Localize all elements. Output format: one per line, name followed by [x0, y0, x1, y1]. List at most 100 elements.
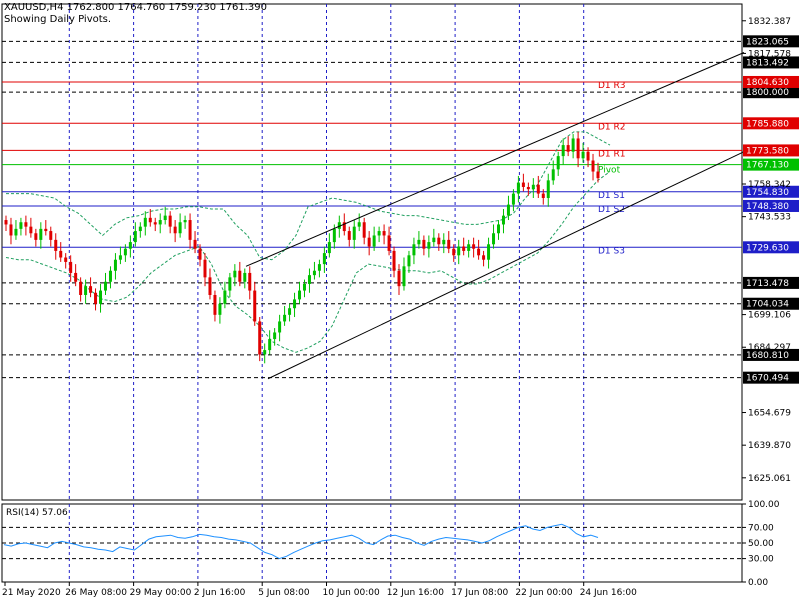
pivot-price-label: 1754.830 [746, 188, 789, 198]
time-tick-label: 2 Jun 16:00 [194, 588, 246, 598]
candle-bull [501, 215, 505, 225]
rsi-tick-label: 0.00 [748, 578, 768, 588]
candle-bear [387, 235, 391, 251]
level-price-label: 1670.494 [746, 374, 789, 384]
rsi-indicator: 100.00 70.00 50.00 30.00 0.00 RSI(14) 57.06 [2, 500, 780, 588]
time-tick-label: 26 May 08:00 [65, 588, 127, 598]
candle-bear [347, 231, 351, 240]
price-tick-label: 1743.533 [748, 213, 791, 223]
candle-bull [497, 224, 501, 234]
candle-bear [526, 186, 530, 190]
candle-bear [168, 215, 172, 227]
pivot-name-label: D1 R1 [598, 149, 626, 159]
candle-bull [442, 239, 446, 245]
time-tick-label: 10 Jun 00:00 [323, 588, 380, 598]
candle-bull [283, 314, 287, 322]
pivot-price-box [743, 241, 799, 254]
candle-bull [432, 237, 436, 243]
candle-bull [84, 286, 88, 295]
pivot-levels: D1 R3 D1 R2 D1 R1 Pivot D1 S1 D1 S2 D1 S3 [2, 40, 742, 379]
candle-bull [372, 235, 376, 247]
rsi-tick-label: 30.00 [748, 555, 774, 565]
candle-bear [422, 239, 426, 249]
candle-bear [541, 193, 545, 198]
channel-lower-line [267, 151, 745, 380]
candle-bear [94, 292, 98, 304]
candle-bear [447, 239, 451, 249]
pivot-price-box [743, 144, 799, 157]
candle-bull [352, 226, 356, 240]
candle-bear [4, 220, 8, 225]
candle-bear [54, 239, 58, 251]
candle-bear [188, 220, 192, 240]
candle-bear [89, 286, 93, 293]
candle-bear [591, 160, 595, 172]
candle-bull [407, 255, 411, 267]
candle-bull [183, 220, 187, 223]
candle-bull [332, 228, 336, 243]
candle-bear [49, 231, 53, 240]
candle-bear [536, 184, 540, 194]
candle-bull [417, 239, 421, 245]
trend-channel [245, 52, 745, 380]
candle-bull [322, 253, 326, 265]
time-tick-label: 17 Jun 08:00 [451, 588, 508, 598]
pivot-name-label: D1 S1 [598, 191, 625, 201]
candle-bear [576, 138, 580, 159]
main-grid [1, 3, 743, 583]
candle-bull [273, 332, 277, 340]
candle-bull [571, 138, 575, 152]
candle-bear [213, 294, 217, 315]
candle-bear [34, 233, 38, 240]
channel-upper-line [245, 52, 745, 267]
pivot-price-box [743, 199, 799, 212]
price-tick-label: 1817.578 [748, 49, 791, 59]
price-tick-label: 1832.387 [748, 17, 791, 27]
pivot-price-label: 1773.580 [746, 146, 789, 156]
price-tick-label: 1625.061 [748, 474, 791, 484]
candle-bear [462, 246, 466, 251]
candle-bear [203, 259, 207, 278]
candle-bull [561, 145, 565, 157]
level-price-label: 1800.000 [746, 88, 789, 98]
price-tick-label: 1684.297 [748, 343, 791, 353]
candle-bear [482, 255, 486, 260]
candle-bear [566, 145, 570, 152]
candle-bull [506, 204, 510, 216]
candle-bull [298, 290, 302, 300]
candle-bear [452, 248, 456, 256]
candle-bull [103, 281, 107, 291]
pivot-price-label: 1748.380 [746, 202, 789, 212]
rsi-label: RSI(14) 57.06 [6, 508, 68, 518]
pivot-name-label: D1 S3 [598, 246, 625, 256]
candle-bull [327, 242, 331, 254]
candle-bull [467, 244, 471, 251]
candle-bear [198, 248, 202, 260]
price-tick-label: 1699.106 [748, 311, 791, 321]
candle-bear [9, 224, 13, 236]
candle-bear [362, 222, 366, 238]
pivot-name-label: Pivot [598, 166, 621, 176]
pivot-price-box [743, 185, 799, 198]
candle-bear [173, 226, 177, 234]
candle-bull [402, 266, 406, 287]
candle-bull [457, 246, 461, 256]
candle-bear [367, 237, 371, 247]
pivot-price-label: 1729.630 [746, 243, 789, 253]
candle-bear [79, 281, 83, 295]
time-tick-label: 21 May 2020 [2, 588, 61, 598]
candle-bull [546, 180, 550, 198]
pivot-name-label: D1 R3 [598, 81, 626, 91]
candle-bear [44, 228, 48, 232]
candle-bull [158, 220, 162, 225]
pivot-name-label: D1 R2 [598, 122, 626, 132]
candle-bull [531, 184, 535, 190]
time-tick-label: 12 Jun 16:00 [387, 588, 444, 598]
candle-bull [108, 270, 112, 282]
candle-bull [337, 222, 341, 229]
level-price-box [743, 348, 799, 361]
time-tick-label: 5 Jun 08:00 [258, 588, 310, 598]
level-price-label: 1680.810 [746, 351, 789, 361]
level-price-label: 1713.478 [746, 279, 789, 289]
